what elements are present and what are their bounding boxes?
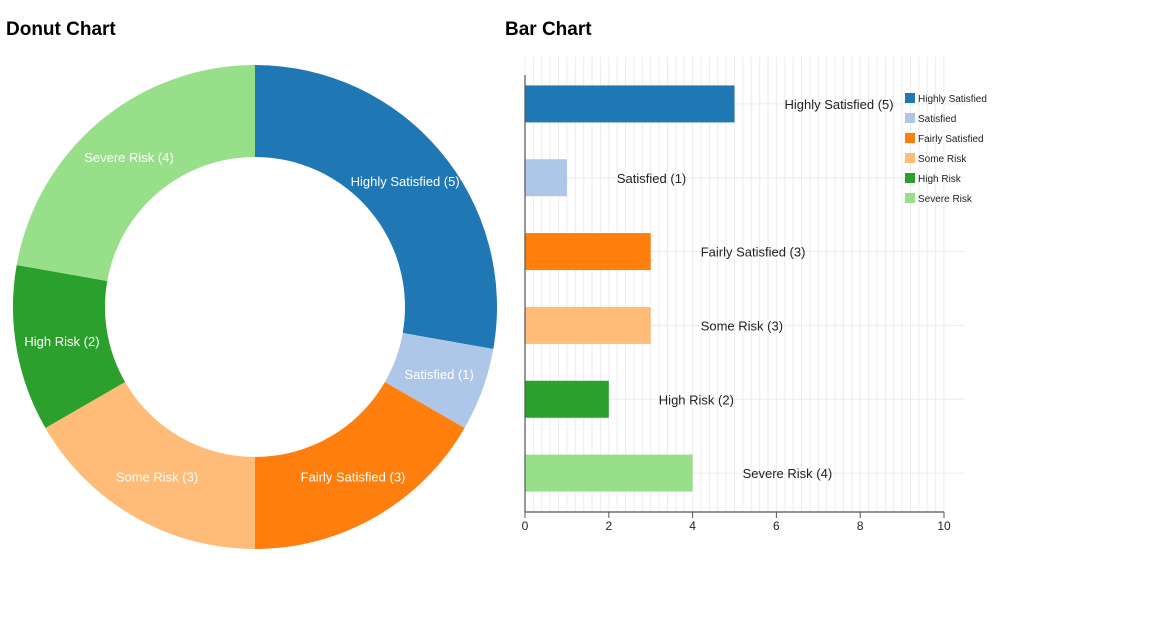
bar-label-severe-risk: Severe Risk (4) xyxy=(743,466,833,481)
legend-label-some-risk: Some Risk xyxy=(918,154,967,165)
donut-slice-fairly-satisfied xyxy=(255,382,465,549)
donut-slice-highly-satisfied xyxy=(255,65,498,350)
donut-label-some-risk: Some Risk (3) xyxy=(116,470,198,485)
x-tick-label: 10 xyxy=(937,519,951,533)
legend-label-high-risk: High Risk xyxy=(918,174,962,185)
bar-label-some-risk: Some Risk (3) xyxy=(701,318,783,333)
legend-swatch-highly-satisfied xyxy=(905,93,915,103)
legend-label-highly-satisfied: Highly Satisfied xyxy=(918,94,987,105)
bar-label-satisfied: Satisfied (1) xyxy=(617,171,686,186)
donut-label-severe-risk: Severe Risk (4) xyxy=(84,150,174,165)
bar-some-risk xyxy=(525,306,651,344)
bar-chart-title: Bar Chart xyxy=(505,19,592,40)
donut-chart-title: Donut Chart xyxy=(6,19,116,40)
donut-label-fairly-satisfied: Fairly Satisfied (3) xyxy=(301,470,406,485)
x-tick-label: 8 xyxy=(857,519,864,533)
x-axis: 0 2 4 6 8 10 xyxy=(522,75,951,533)
donut-chart: Highly Satisfied (5) Satisfied (1) Fairly … xyxy=(12,65,498,549)
donut-slice-severe-risk xyxy=(16,65,255,281)
legend-swatch-satisfied xyxy=(905,113,915,123)
bar-label-high-risk: High Risk (2) xyxy=(659,392,734,407)
bar-chart: Highly Satisfied (5) Satisfied (1) Fairly … xyxy=(522,57,987,533)
x-tick-label: 2 xyxy=(605,519,612,533)
legend-label-severe-risk: Severe Risk xyxy=(918,194,973,205)
bar-high-risk xyxy=(525,380,609,418)
bar-chart-legend: Highly Satisfied Satisfied Fairly Satisfie… xyxy=(905,93,987,205)
donut-slice-some-risk xyxy=(45,382,256,549)
donut-label-satisfied: Satisfied (1) xyxy=(404,367,473,382)
bar-chart-grid xyxy=(524,57,965,512)
donut-label-high-risk: High Risk (2) xyxy=(24,334,99,349)
bar-label-fairly-satisfied: Fairly Satisfied (3) xyxy=(701,245,806,260)
legend-swatch-some-risk xyxy=(905,153,915,163)
bar-highly-satisfied xyxy=(525,85,735,123)
donut-slice-high-risk xyxy=(12,264,126,428)
donut-label-highly-satisfied: Highly Satisfied (5) xyxy=(351,174,460,189)
legend-label-fairly-satisfied: Fairly Satisfied xyxy=(918,134,984,145)
bar-label-highly-satisfied: Highly Satisfied (5) xyxy=(785,97,894,112)
x-tick-label: 0 xyxy=(522,519,529,533)
x-tick-label: 6 xyxy=(773,519,780,533)
bar-severe-risk xyxy=(525,454,693,492)
x-tick-label: 4 xyxy=(689,519,696,533)
bar-satisfied xyxy=(525,159,567,197)
donut-slice-satisfied xyxy=(384,333,494,428)
legend-swatch-severe-risk xyxy=(905,193,915,203)
legend-swatch-fairly-satisfied xyxy=(905,133,915,143)
legend-swatch-high-risk xyxy=(905,173,915,183)
bar-fairly-satisfied xyxy=(525,233,651,271)
legend-label-satisfied: Satisfied xyxy=(918,114,956,125)
